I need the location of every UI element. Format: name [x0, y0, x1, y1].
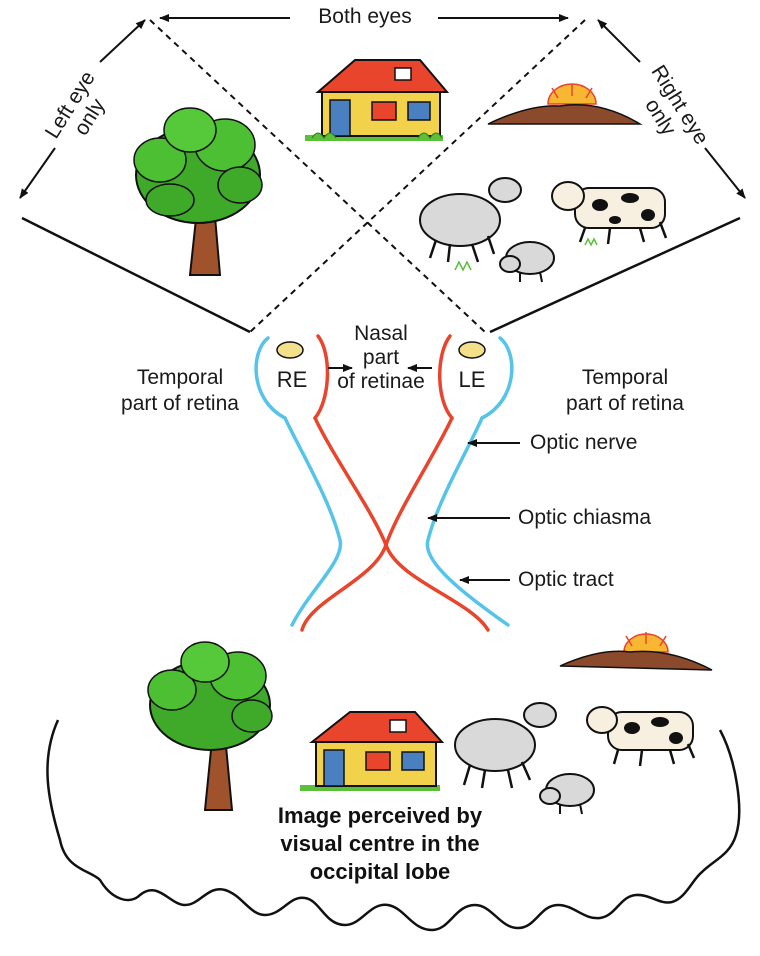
sheep-icon-bottom: [454, 702, 557, 789]
visual-field-lines: [21, 19, 741, 334]
perceived-line-3: occipital lobe: [309, 859, 451, 884]
nasal-part-label: Nasal part of retinae: [325, 322, 437, 394]
right-eye-globe: [254, 334, 330, 420]
pointer-arrows: [427, 439, 520, 584]
left-eye-arrow-down: [19, 147, 56, 199]
house-icon-bottom: [300, 711, 445, 791]
right-nasal-fiber: [313, 416, 490, 632]
sunset-hill-icon: [487, 83, 643, 125]
field-arrows: [19, 14, 746, 199]
occipital-lobe-outline: [46, 719, 741, 932]
temporal-right-label: Temporal part of retina: [545, 365, 705, 417]
optic-pathway: [283, 416, 510, 632]
right-temporal-fiber: [283, 416, 343, 627]
tree-icon-bottom: [147, 641, 273, 811]
left-temporal-fiber: [425, 416, 510, 627]
right-eye-lens: [276, 341, 304, 359]
left-eye-globe: [438, 334, 514, 420]
nasal-part-line-3: of retinae: [337, 370, 425, 393]
temporal-left-label: Temporal part of retina: [100, 365, 260, 417]
left-nasal-fiber: [300, 416, 454, 632]
temporal-right-line-2: part of retina: [566, 392, 684, 415]
sunset-hill-icon-bottom: [559, 632, 713, 671]
left-eye-arrow-up: [99, 19, 146, 63]
nasal-part-line-2: part: [362, 346, 400, 369]
left-eye-lens: [458, 341, 486, 359]
cow-icon-bottom: [586, 706, 696, 767]
optic-chiasma-label: Optic chiasma: [518, 506, 652, 529]
re-label: RE: [276, 367, 308, 392]
right-eye-arrow-down: [704, 147, 746, 199]
left-field-boundary: [21, 216, 251, 334]
perceived-line-1: Image perceived by: [277, 803, 483, 828]
perceived-label: Image perceived by visual centre in the …: [210, 802, 550, 886]
optic-nerve-label: Optic nerve: [530, 431, 638, 454]
temporal-left-line-2: part of retina: [121, 392, 239, 415]
optic-tract-label: Optic tract: [518, 568, 614, 591]
temporal-right-line-1: Temporal: [581, 366, 669, 389]
sheep-icon: [419, 177, 522, 272]
cow-icon: [551, 181, 668, 247]
lamb-icon-bottom: [539, 773, 595, 815]
temporal-left-line-1: Temporal: [136, 366, 224, 389]
right-field-boundary: [489, 216, 741, 334]
nasal-part-line-1: Nasal: [354, 322, 408, 345]
tree-icon: [133, 107, 263, 276]
right-eye-arrow-up: [597, 19, 641, 63]
perceived-line-2: visual centre in the: [280, 831, 480, 856]
both-eyes-label: Both eyes: [318, 5, 412, 28]
house-icon: [305, 59, 450, 141]
lamb-icon: [499, 241, 555, 283]
le-label: LE: [458, 367, 486, 392]
